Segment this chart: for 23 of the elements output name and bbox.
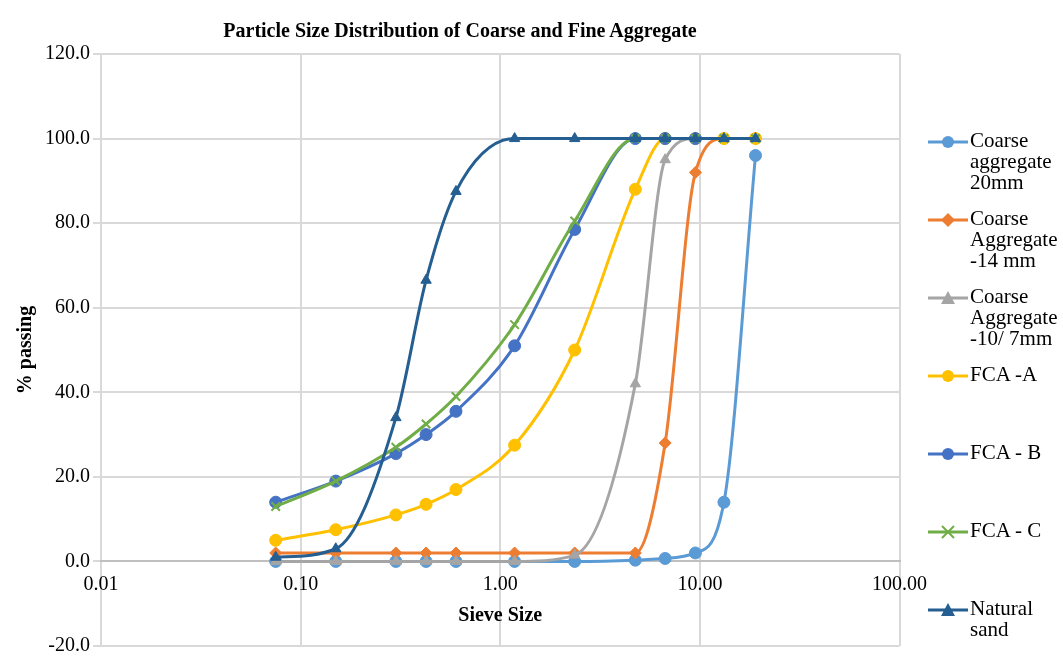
x-tick-label: 100.00 xyxy=(872,571,927,594)
y-tick-label: 20.0 xyxy=(55,464,90,487)
y-tick-label: 80.0 xyxy=(55,210,90,233)
x-tick-label: 1.00 xyxy=(482,571,518,594)
x-tick-label: 0.10 xyxy=(283,571,319,594)
y-tick-label: 120.0 xyxy=(45,41,90,64)
y-tick-label: 0.0 xyxy=(65,548,90,571)
legend-label: Coarse Aggregate -14 mm xyxy=(970,206,1058,272)
legend-label: Coarse aggregate 20mm xyxy=(970,128,1053,194)
y-tick-label: 60.0 xyxy=(55,294,90,317)
y-tick-label: -20.0 xyxy=(48,633,90,656)
y-axis-title: % passing xyxy=(13,305,37,395)
legend-label: FCA -A xyxy=(970,362,1038,386)
x-axis-title: Sieve Size xyxy=(458,602,543,625)
legend-label: Natural sand xyxy=(970,596,1034,641)
legend-label: FCA - B xyxy=(970,440,1042,464)
x-tick-label: 10.00 xyxy=(677,571,723,594)
x-tick-label: 0.01 xyxy=(83,571,119,594)
y-tick-label: 100.0 xyxy=(45,125,90,148)
legend-label: Coarse Aggregate -10/ 7mm xyxy=(970,284,1058,350)
y-tick-label: 40.0 xyxy=(55,379,90,402)
legend-label: FCA - C xyxy=(970,518,1042,542)
chart-title: Particle Size Distribution of Coarse and Fine Aggregate xyxy=(223,19,697,43)
